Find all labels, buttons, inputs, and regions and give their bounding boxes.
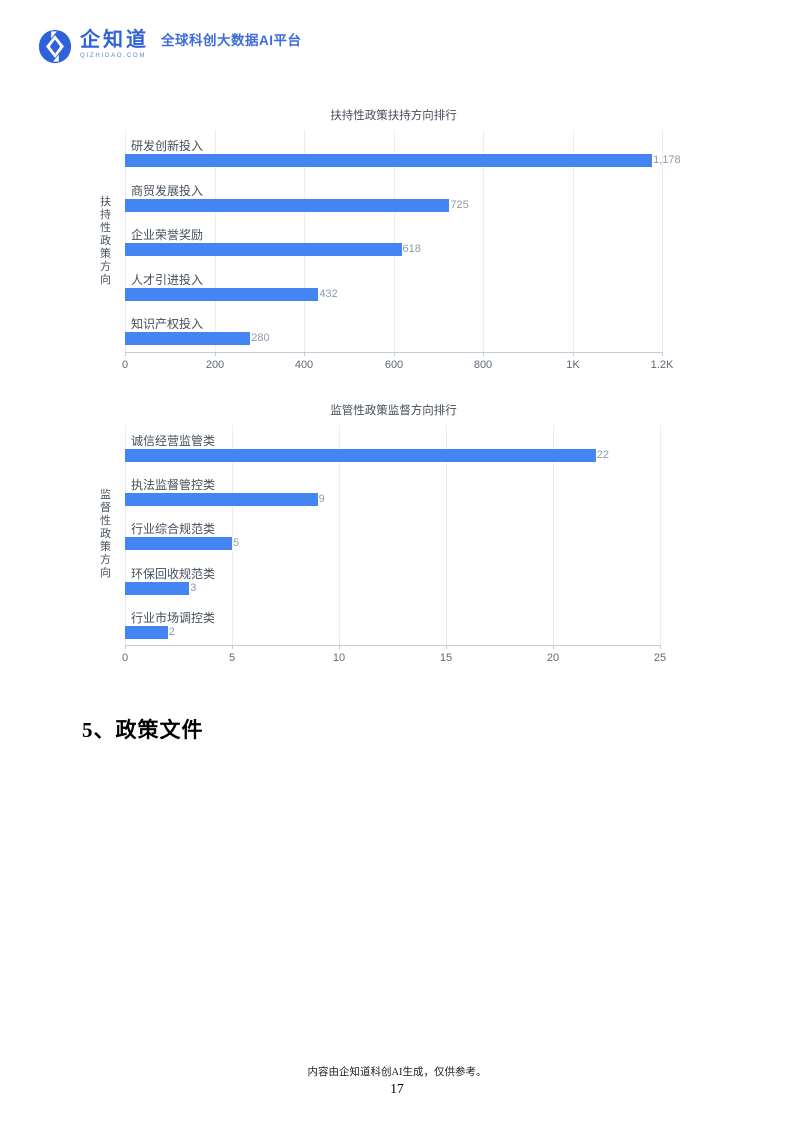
axis-tick [483,352,484,356]
bar-value-label: 9 [318,493,325,506]
bar [125,537,232,551]
x-tick-label: 20 [546,652,560,664]
axis-tick [125,645,126,649]
page-number: 17 [390,1081,404,1096]
axis-tick [125,352,126,356]
gridline [215,130,216,352]
axis-tick [339,645,340,649]
x-tick-label: 25 [653,652,667,664]
bar [125,332,251,346]
x-tick-label: 1.2K [650,359,674,371]
bar-row: 企业荣誉奖励 618 [125,219,662,264]
brand-tagline: 全球科创大数据AI平台 [161,33,302,48]
x-tick-label: 1K [566,359,580,371]
bar-row: 行业综合规范类 5 [125,513,660,557]
bar [125,154,653,167]
plot-area: 0 200 400 600 800 1K 1.2K 研发创新投入 1,178 商贸发展投入 725 企… [122,130,681,371]
bar [125,625,168,639]
gridline [660,425,661,645]
bar-value-label: 725 [450,198,469,211]
bar-value-label: 280 [251,332,270,345]
gridline [662,130,663,352]
axis-tick [215,352,216,356]
qizhidao-logo-icon [38,30,72,64]
category-label: 环保回收规范类 [131,566,216,581]
bar-value-label: 1,178 [653,154,681,166]
axis-tick [394,352,395,356]
x-tick-label: 800 [473,359,493,371]
gridline [483,130,484,352]
x-tick-label: 0 [121,359,129,371]
category-label: 人才引进投入 [131,272,204,287]
gridline [446,425,447,645]
bar-value-label: 5 [233,537,240,550]
logo-wordmark: 企知道 [80,29,149,51]
plot-area: 0 5 10 15 20 25 诚信经营监管类 22 执法监督管控类 9 行业综合规范类 5 环保回收规… [122,425,666,664]
gridline [232,425,233,645]
footer-disclaimer: 内容由企知道科创AI生成，仅供参考。 [307,1067,487,1078]
gridline [339,425,340,645]
x-tick-label: 15 [439,652,453,664]
logo-text-block: 企知道 QIZHIDAO.COM [80,29,149,59]
bar-row: 行业市场调控类 2 [125,602,660,646]
bar-value-label: 22 [596,449,610,461]
bar-row: 知识产权投入 280 [125,308,662,353]
bar [125,243,402,257]
axis-tick [232,645,233,649]
bar-value-label: 432 [319,287,338,300]
bar [125,581,190,595]
axis-tick [304,352,305,356]
gridline [304,130,305,352]
category-label: 商贸发展投入 [131,183,204,198]
chart-title: 监管性政策监督方向排行 [330,405,457,417]
x-tick-label: 0 [121,652,129,664]
bar [125,493,318,507]
x-tick-label: 600 [384,359,404,371]
y-axis-label: 扶持性政策方向 [100,196,111,286]
bar-row: 执法监督管控类 9 [125,469,660,513]
x-tick-label: 400 [294,359,314,371]
category-label: 诚信经营监管类 [131,434,216,448]
bar [125,198,450,212]
bar-row: 环保回收规范类 3 [125,558,660,602]
bar-row: 研发创新投入 1,178 [125,130,681,175]
axis-tick [553,645,554,649]
bar [125,287,319,301]
section-heading: 5、政策文件 [82,718,204,743]
gridline [573,130,574,352]
gridline [125,425,126,645]
logo-domain-text: QIZHIDAO.COM [80,53,147,59]
bar-row: 商贸发展投入 725 [125,175,662,220]
axis-tick [573,352,574,356]
axis-tick [662,352,663,356]
bar-row: 人才引进投入 432 [125,264,662,309]
category-label: 执法监督管控类 [131,478,216,493]
y-axis-label: 监督性政策方向 [100,489,111,579]
category-label: 知识产权投入 [131,317,204,332]
gridline [394,130,395,352]
category-label: 行业综合规范类 [131,522,216,537]
bar-value-label: 3 [190,581,197,594]
bar [125,449,596,462]
x-tick-label: 10 [332,652,346,664]
category-label: 研发创新投入 [131,139,204,153]
axis-tick [446,645,447,649]
bar-value-label: 2 [168,625,175,638]
x-tick-label: 200 [205,359,225,371]
chart-title: 扶持性政策扶持方向排行 [330,110,457,122]
bar-row: 诚信经营监管类 22 [125,425,660,469]
gridline [553,425,554,645]
bar-value-label: 618 [402,243,421,256]
x-tick-label: 5 [228,652,236,664]
gridline [125,130,126,352]
category-label: 企业荣誉奖励 [131,228,204,243]
category-label: 行业市场调控类 [131,610,216,625]
brand-header: 企知道 QIZHIDAO.COM 全球科创大数据AI平台 [38,29,302,65]
axis-tick [660,645,661,649]
